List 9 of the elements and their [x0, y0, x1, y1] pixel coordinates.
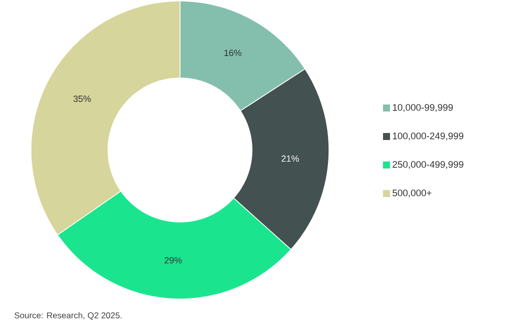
legend-label: 500,000+ [392, 190, 432, 198]
legend-label: 250,000-499,999 [392, 161, 464, 169]
legend-label: 10,000-99,999 [392, 104, 453, 112]
source-note: Source: Research, Q2 2025. [14, 312, 122, 320]
data-label: 35% [73, 96, 91, 102]
data-label: 16% [224, 50, 242, 56]
legend-label: 100,000-249,999 [392, 132, 464, 140]
data-label: 29% [164, 257, 182, 264]
data-label: 21% [282, 155, 299, 162]
